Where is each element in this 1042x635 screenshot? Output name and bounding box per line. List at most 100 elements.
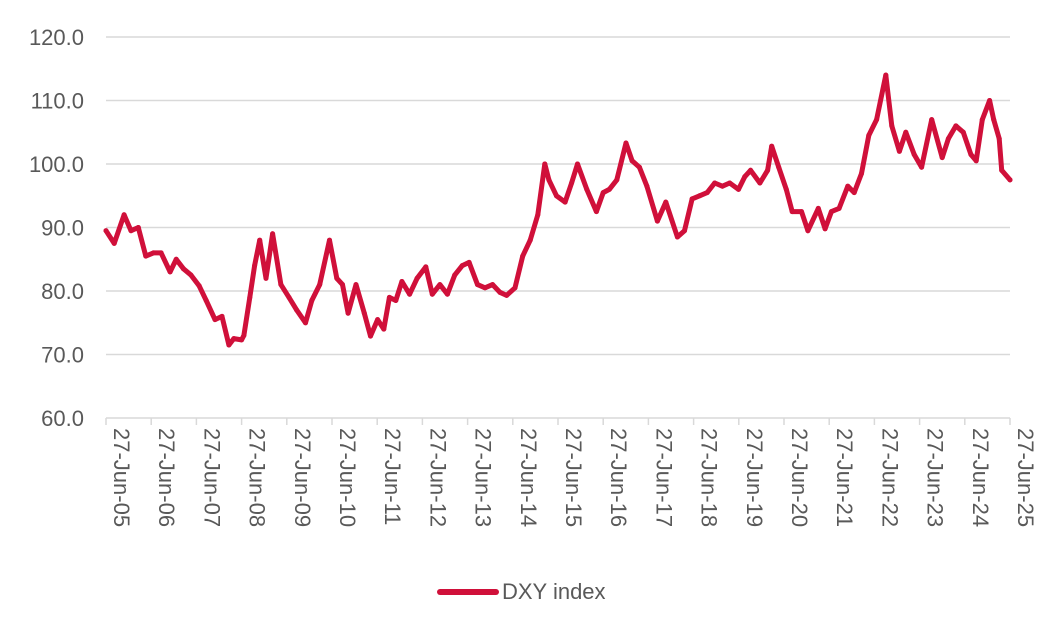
data-point [452,272,458,278]
data-point [742,174,748,180]
data-point [674,234,680,240]
x-tick-label: 27-Jun-10 [335,428,360,527]
data-point [181,266,186,272]
y-tick-label: 90.0 [41,216,84,241]
data-point [704,190,710,196]
data-point [334,275,340,281]
data-point [822,226,828,232]
data-point [226,342,232,348]
data-point [143,253,149,259]
data-point [1007,177,1013,183]
x-tick-label: 27-Jun-19 [742,428,767,527]
data-point [247,294,253,300]
data-point [173,256,179,262]
data-point [103,228,109,234]
data-point [968,152,974,157]
data-point [512,285,518,291]
data-point [546,177,552,183]
data-point [327,237,332,243]
data-point [429,291,435,297]
data-point [219,313,225,319]
data-point [150,250,156,256]
y-tick-label: 60.0 [41,406,84,431]
data-point [497,289,503,295]
x-tick-label: 27-Jun-13 [471,428,496,527]
data-point [789,209,795,215]
data-point [554,193,559,199]
data-point [644,183,650,189]
data-point [979,117,985,123]
data-point [386,294,392,300]
data-point [903,129,909,135]
data-point [520,253,526,259]
data-point [939,155,945,161]
data-point [805,228,811,234]
x-tick-label: 27-Jun-23 [923,428,948,527]
x-axis: 27-Jun-05 27-Jun-06 27-Jun-07 27-Jun-08 27-J… [105,417,1038,527]
x-tick-label: 27-Jun-09 [290,428,315,527]
data-point [991,117,997,123]
data-point [748,167,754,173]
data-point [623,140,629,146]
data-point [212,317,218,323]
data-point [294,307,300,313]
data-point [689,196,695,202]
data-point [303,320,308,326]
data-point [361,310,367,316]
x-tick-label: 27-Jun-05 [109,428,134,527]
data-point [919,164,925,170]
data-point [575,161,580,167]
data-point [345,310,351,316]
data-point [158,250,164,256]
gridlines [106,36,1010,356]
data-point [475,282,480,288]
x-tick-label: 27-Jun-14 [516,428,541,527]
data-point [263,275,269,281]
data-point [883,72,889,78]
x-tick-label: 27-Jun-16 [606,428,631,527]
data-point [874,117,880,123]
data-point [712,180,718,186]
data-point [423,264,429,270]
data-point [490,282,496,288]
data-point [836,205,842,211]
data-point [828,209,834,215]
data-point [128,228,134,234]
data-point [257,237,263,243]
data-point [278,282,284,288]
x-tick-label: 27-Jun-08 [245,428,270,527]
data-point [252,263,258,269]
data-point [482,285,488,291]
data-point [654,218,660,224]
data-point [911,152,917,157]
data-point [203,298,209,303]
y-axis-tick-labels: 60.0 70.0 80.0 90.0 100.0 110.0 120.0 [29,25,84,431]
x-tick-label: 27-Jun-20 [787,428,812,527]
data-point [562,199,568,205]
data-point [866,132,872,138]
data-point [663,199,669,205]
data-point [727,180,733,186]
data-point [121,212,127,218]
x-tick-label: 27-Jun-11 [380,428,405,525]
data-point [399,279,405,284]
data-point [353,282,359,288]
data-point [736,186,741,192]
data-point [757,180,763,186]
data-point [241,332,247,338]
x-tick-label: 27-Jun-06 [154,428,179,527]
data-point [407,291,413,297]
data-point [111,240,117,246]
data-point [776,164,782,170]
data-point [414,275,420,281]
data-point [466,259,472,265]
x-tick-label: 27-Jun-24 [968,428,993,527]
data-point [381,326,387,332]
data-point [569,180,575,186]
x-tick-label: 27-Jun-15 [561,428,586,527]
data-point [309,298,315,303]
data-point [437,282,443,288]
data-point [593,209,599,215]
data-point [960,129,966,135]
